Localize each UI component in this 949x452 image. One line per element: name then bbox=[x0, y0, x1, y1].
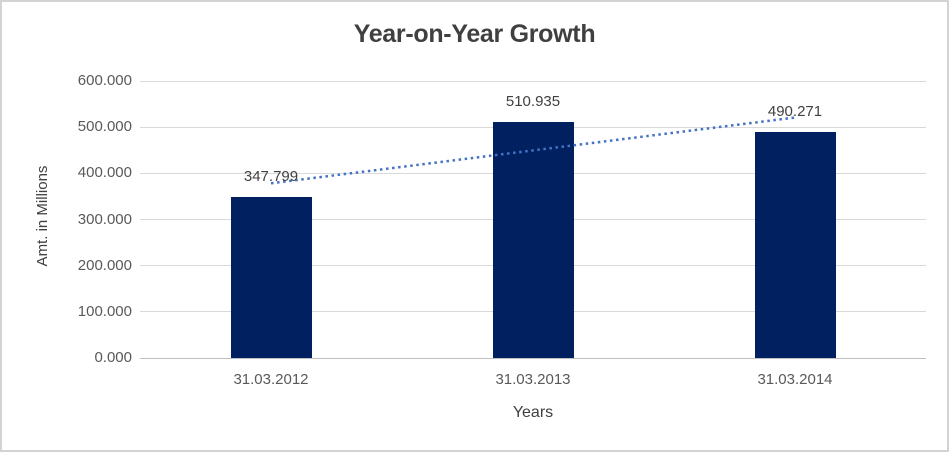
x-axis-title: Years bbox=[512, 404, 554, 421]
y-tick-label: 500.000 bbox=[77, 118, 132, 136]
plot-area: 347.799 510.935 490.271 bbox=[140, 80, 926, 359]
chart-title: Year-on-Year Growth bbox=[353, 20, 596, 48]
trendline bbox=[270, 116, 796, 185]
y-tick-label: 200.000 bbox=[77, 256, 132, 274]
y-tick-label: 100.000 bbox=[77, 302, 132, 320]
bar bbox=[754, 131, 836, 358]
gridline bbox=[140, 80, 926, 82]
y-tick-label: 400.000 bbox=[77, 164, 132, 182]
y-tick-label: 0.000 bbox=[94, 349, 132, 366]
x-tick-label: 31.03.2014 bbox=[757, 371, 833, 388]
x-tick-label: 31.03.2012 bbox=[233, 371, 309, 388]
y-tick-label: 600.000 bbox=[77, 72, 132, 89]
data-label: 510.935 bbox=[505, 93, 561, 111]
x-axis-line bbox=[140, 357, 926, 359]
y-tick-label: 300.000 bbox=[77, 210, 132, 228]
data-label: 347.799 bbox=[243, 168, 299, 186]
bar bbox=[492, 122, 574, 358]
data-label: 490.271 bbox=[767, 102, 823, 120]
trendline-layer bbox=[270, 116, 796, 185]
x-tick-label: 31.03.2013 bbox=[495, 371, 571, 388]
bar bbox=[230, 197, 312, 358]
